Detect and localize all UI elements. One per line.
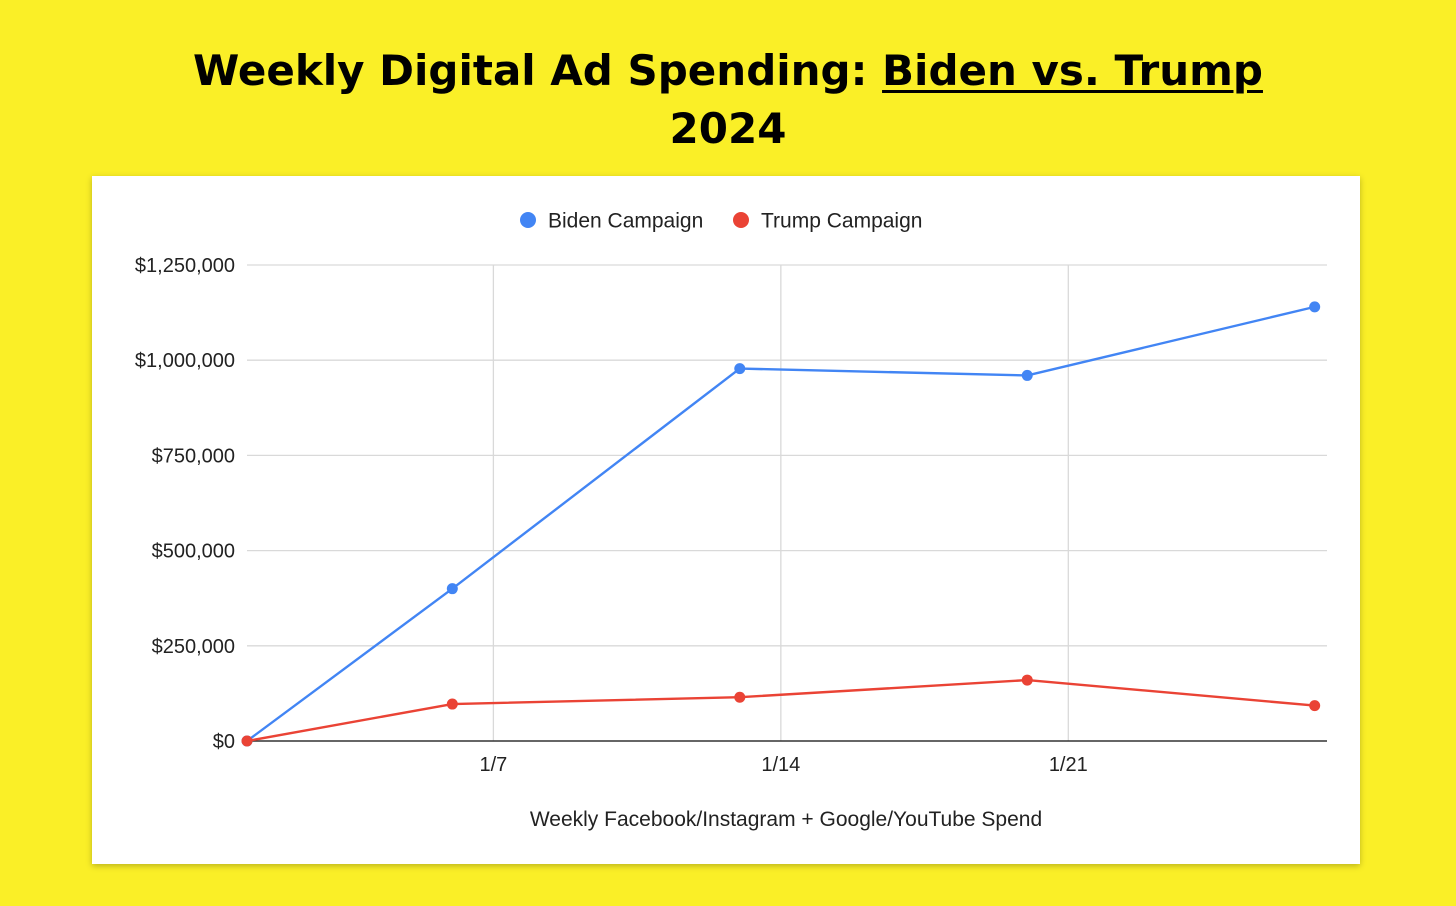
legend-marker bbox=[733, 212, 749, 228]
data-point bbox=[241, 735, 253, 747]
x-tick-label: 1/7 bbox=[479, 754, 507, 776]
title-year: 2024 bbox=[669, 104, 787, 153]
legend-marker bbox=[520, 212, 536, 228]
data-point bbox=[734, 363, 746, 375]
y-tick-label: $250,000 bbox=[152, 636, 235, 658]
y-tick-label: $750,000 bbox=[152, 445, 235, 467]
y-tick-label: $1,000,000 bbox=[135, 350, 235, 372]
y-tick-label: $0 bbox=[213, 731, 235, 753]
line-chart: $0 $250,000 $500,000 $750,000 $1,000,000 $1,2… bbox=[135, 210, 1327, 831]
data-point bbox=[446, 583, 458, 595]
title-text: Weekly Digital Ad Spending: bbox=[193, 46, 883, 95]
x-tick-label: 1/14 bbox=[761, 754, 800, 776]
y-tick-label: $1,250,000 bbox=[135, 255, 235, 277]
page-title: Weekly Digital Ad Spending: Biden vs. Tr… bbox=[0, 42, 1456, 158]
data-point bbox=[446, 698, 458, 710]
chart-card: $0 $250,000 $500,000 $750,000 $1,000,000 $1,2… bbox=[92, 176, 1360, 864]
title-emphasis: Biden vs. Trump bbox=[882, 46, 1263, 95]
data-point bbox=[1021, 674, 1033, 686]
data-point bbox=[1309, 301, 1321, 313]
legend-label: Biden Campaign bbox=[548, 210, 703, 233]
y-tick-label: $500,000 bbox=[152, 541, 235, 563]
legend-label: Trump Campaign bbox=[761, 210, 922, 233]
x-tick-label: 1/21 bbox=[1049, 754, 1088, 776]
data-point bbox=[734, 691, 746, 703]
data-point bbox=[1309, 700, 1321, 712]
data-point bbox=[1021, 369, 1033, 381]
x-axis-title: Weekly Facebook/Instagram + Google/YouTu… bbox=[530, 808, 1042, 831]
